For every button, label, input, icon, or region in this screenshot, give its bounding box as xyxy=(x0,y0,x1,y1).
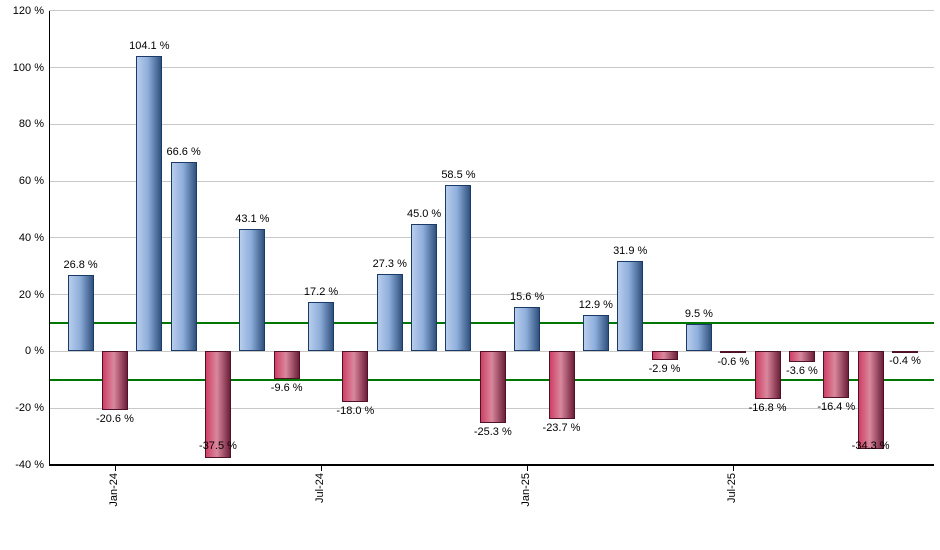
x-tick-label: Jan-25 xyxy=(520,472,533,507)
y-gridline xyxy=(48,237,934,239)
bar-value-label: -0.4 % xyxy=(889,355,921,368)
negative-bar xyxy=(892,351,918,354)
bar-value-label: -16.4 % xyxy=(817,400,856,413)
y-tick-label: -20 % xyxy=(15,402,44,415)
bar-value-label: 15.6 % xyxy=(510,291,545,304)
positive-bar xyxy=(514,307,541,352)
bar-value-label: 27.3 % xyxy=(372,257,407,270)
y-tick-label: 120 % xyxy=(12,4,44,17)
threshold-line xyxy=(49,321,934,324)
bar-value-label: -37.5 % xyxy=(199,440,237,452)
bar-value-label: 9.5 % xyxy=(684,308,713,321)
y-tick-label: 100 % xyxy=(12,61,44,74)
x-tick-label: Jul-25 xyxy=(726,472,739,503)
positive-bar xyxy=(582,314,609,352)
y-tick-label: 0 % xyxy=(25,345,44,358)
x-axis-line xyxy=(48,464,934,466)
bar-value-label: 58.5 % xyxy=(441,169,476,182)
bar-value-label: -9.6 % xyxy=(270,381,303,394)
positive-bar xyxy=(136,55,163,352)
bar-value-label: -2.9 % xyxy=(648,362,681,375)
bar-value-label: -18.0 % xyxy=(336,405,375,418)
bar-value-label: 26.8 % xyxy=(63,259,98,272)
bar-value-label: 17.2 % xyxy=(303,286,339,299)
positive-bar xyxy=(445,185,472,352)
y-gridline xyxy=(48,294,934,296)
positive-bar xyxy=(239,229,266,352)
bar-value-label: -3.6 % xyxy=(786,364,818,377)
y-tick-label: -40 % xyxy=(15,458,44,471)
bar-value-label: 104.1 % xyxy=(129,39,170,52)
positive-bar xyxy=(308,302,335,352)
negative-bar xyxy=(651,351,678,360)
y-tick-label: 80 % xyxy=(18,118,44,131)
negative-bar xyxy=(720,351,747,354)
positive-bar xyxy=(685,324,712,352)
x-tick-mark xyxy=(733,464,735,471)
bar-value-label: 31.9 % xyxy=(613,244,648,257)
positive-bar xyxy=(67,275,94,352)
y-gridline xyxy=(48,67,934,69)
negative-bar xyxy=(754,351,781,399)
x-tick-mark xyxy=(321,464,323,471)
y-gridline xyxy=(48,123,934,125)
bar-value-label: 43.1 % xyxy=(235,213,270,225)
bar-value-label: -16.8 % xyxy=(748,401,787,414)
negative-bar xyxy=(101,351,128,410)
negative-bar xyxy=(273,351,300,379)
x-tick-mark xyxy=(527,464,529,471)
bar-value-label: 45.0 % xyxy=(406,207,442,220)
bar-value-label: -25.3 % xyxy=(473,426,512,439)
negative-bar xyxy=(342,351,369,403)
x-tick-label: Jan-24 xyxy=(107,472,120,507)
positive-bar xyxy=(376,273,403,352)
bar-value-label: -0.6 % xyxy=(717,356,750,368)
x-tick-label: Jul-24 xyxy=(314,472,327,503)
y-gridline xyxy=(48,180,934,182)
y-tick-label: 60 % xyxy=(18,175,44,188)
negative-bar xyxy=(479,351,506,424)
bar-value-label: -23.7 % xyxy=(542,421,581,434)
y-gridline xyxy=(48,10,934,12)
positive-bar xyxy=(411,223,438,352)
bar-value-label: -20.6 % xyxy=(95,412,134,425)
negative-bar xyxy=(205,351,231,458)
negative-bar xyxy=(823,351,850,398)
negative-bar xyxy=(548,351,575,419)
negative-bar xyxy=(788,351,815,362)
y-tick-label: 20 % xyxy=(18,288,44,301)
negative-bar xyxy=(857,351,884,449)
bar-value-label: -34.3 % xyxy=(851,440,890,452)
y-axis-line xyxy=(48,10,50,465)
positive-bar xyxy=(170,162,197,352)
y-tick-label: 40 % xyxy=(18,231,44,244)
bar-value-label: 66.6 % xyxy=(166,146,201,159)
bar-value-label: 12.9 % xyxy=(578,298,613,311)
x-tick-mark xyxy=(114,464,116,471)
positive-bar xyxy=(617,260,644,352)
